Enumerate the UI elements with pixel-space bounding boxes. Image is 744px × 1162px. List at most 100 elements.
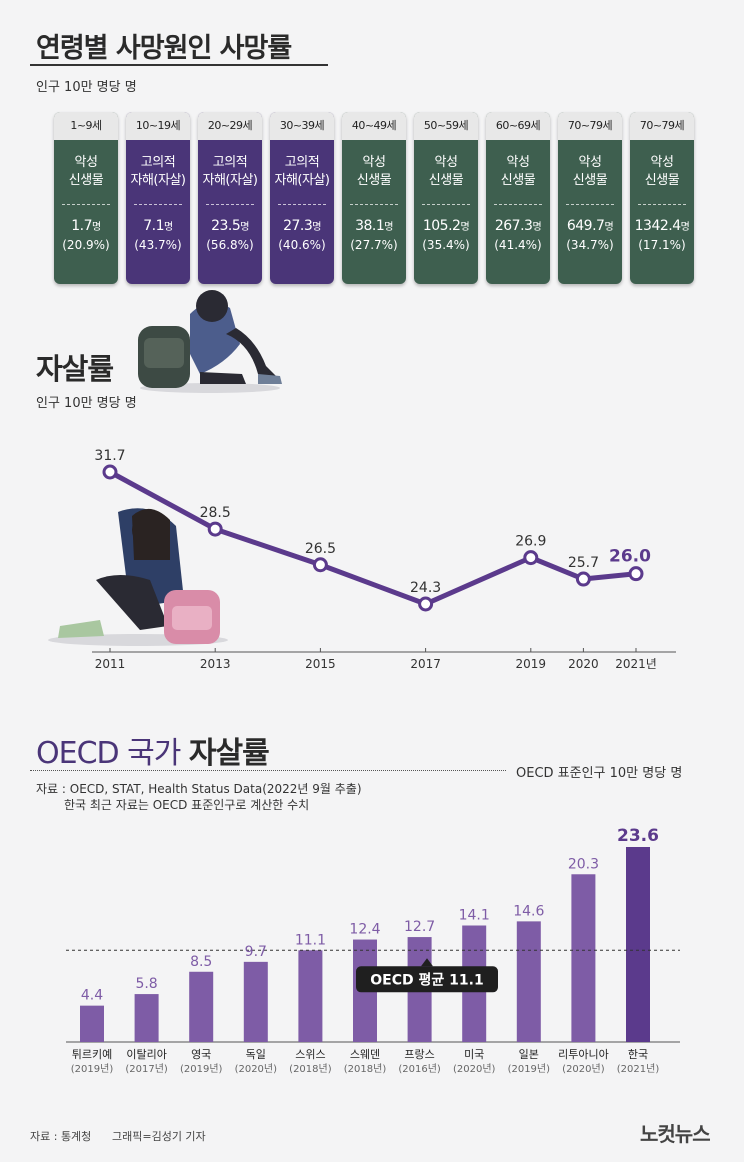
bar [189, 971, 214, 1042]
bar-year-label: (2019년) [180, 1063, 223, 1075]
card-value: 1342.4명 [630, 205, 694, 237]
line-value-label: 26.5 [305, 541, 336, 557]
bar-year-label: (2017년) [125, 1063, 168, 1075]
bar-category-label: 영국 [191, 1048, 211, 1061]
card-divider [350, 204, 398, 205]
card-age-group: 40~49세 [342, 112, 406, 140]
card-cause-line1: 고의적 [212, 155, 248, 170]
card-percentage: (43.7%) [134, 238, 182, 252]
cause-card: 50~59세 악성 신생물 105.2명 (35.4%) [414, 112, 478, 284]
line-data-point [628, 566, 644, 582]
bar-year-label: (2016년) [398, 1063, 441, 1075]
distressed-student-illustration [48, 508, 228, 646]
section3-dotted-leader [30, 770, 506, 771]
bar-value-label: 14.6 [513, 903, 544, 919]
sitting-person-illustration [138, 290, 282, 393]
card-value: 27.3명 [270, 205, 334, 237]
bar-year-label: (2019년) [508, 1063, 551, 1075]
card-value-unit: 명 [532, 222, 542, 233]
bar-value-label: 11.1 [295, 932, 326, 948]
card-value-unit: 명 [312, 222, 321, 233]
bar-category-label: 스웨덴 [350, 1048, 380, 1061]
line-data-point [102, 464, 118, 480]
cause-card: 20~29세 고의적 자해(자살) 23.5명 (56.8%) [198, 112, 262, 284]
card-cause-line2: 자해(자살) [202, 173, 258, 188]
section2-subtitle: 인구 10만 명당 명 [36, 396, 137, 411]
card-cause-line1: 악성 [650, 155, 674, 170]
card-cause: 고의적 자해(자살) [270, 140, 334, 204]
card-value: 1.7명 [54, 205, 118, 237]
card-cause-line2: 신생물 [500, 173, 536, 188]
suicide-rate-line-chart: 2011 2013 2015 2017 2019 2020 2021년 31.7 28.5 26… [48, 448, 676, 671]
card-divider [134, 204, 182, 205]
bar-category-label: 튀르키예 [72, 1048, 112, 1061]
bar-value-label: 23.6 [617, 826, 659, 846]
section3-title-regular: OECD 국가 [36, 736, 189, 771]
card-cause-line1: 악성 [506, 155, 530, 170]
card-value: 38.1명 [342, 205, 406, 237]
section3-title-bold: 자살률 [188, 736, 270, 771]
card-value-number: 105.2 [422, 218, 461, 234]
card-age-group: 1~9세 [54, 112, 118, 140]
cause-card: 60~69세 악성 신생물 267.3명 (41.4%) [486, 112, 550, 284]
cause-card: 70~79세 악성 신생물 649.7명 (34.7%) [558, 112, 622, 284]
card-cause-line1: 악성 [578, 155, 602, 170]
bar-year-label: (2020년) [235, 1063, 278, 1075]
bar-value-label: 9.7 [245, 944, 267, 960]
card-cause-line2: 자해(자살) [130, 173, 186, 188]
card-value-number: 649.7 [566, 218, 605, 234]
line-value-label: 25.7 [568, 555, 599, 571]
line-value-label: 26.0 [609, 547, 651, 567]
bar-category-label: 독일 [246, 1047, 266, 1061]
x-axis-tick-label: 2019 [516, 657, 547, 671]
cause-card: 40~49세 악성 신생물 38.1명 (27.7%) [342, 112, 406, 284]
card-cause-line2: 신생물 [68, 173, 104, 188]
bar-year-label: (2020년) [453, 1063, 496, 1075]
card-value-unit: 명 [92, 222, 101, 233]
cause-card: 1~9세 악성 신생물 1.7명 (20.9%) [54, 112, 118, 284]
cause-card: 10~19세 고의적 자해(자살) 7.1명 (43.7%) [126, 112, 190, 284]
card-percentage: (17.1%) [638, 238, 686, 252]
section2-title: 자살률 [36, 352, 114, 386]
cause-card: 70~79세 악성 신생물 1342.4명 (17.1%) [630, 112, 694, 284]
card-value-unit: 명 [460, 222, 470, 233]
nocut-news-logo: 노컷뉴스 [640, 1122, 711, 1146]
card-cause-line1: 악성 [434, 155, 458, 170]
card-value: 23.5명 [198, 205, 262, 237]
section3-subtitle: OECD 표준인구 10만 명당 명 [516, 766, 683, 781]
x-axis-tick-label: 2020 [568, 657, 599, 671]
line-value-label: 28.5 [200, 505, 231, 521]
card-cause-line1: 악성 [362, 155, 386, 170]
card-cause-line1: 악성 [74, 155, 98, 170]
card-value-number: 23.5 [211, 218, 241, 234]
cause-card: 30~39세 고의적 자해(자살) 27.3명 (40.6%) [270, 112, 334, 284]
bar-value-label: 14.1 [459, 907, 490, 923]
card-percentage: (56.8%) [206, 238, 254, 252]
section1-subtitle: 인구 10만 명당 명 [36, 80, 137, 95]
card-value: 649.7명 [558, 205, 622, 237]
bar-year-label: (2020년) [562, 1063, 605, 1075]
line-value-label: 26.9 [515, 534, 546, 550]
card-age-group: 20~29세 [198, 112, 262, 140]
x-axis-tick-label: 2011 [95, 657, 126, 671]
card-divider [422, 204, 470, 205]
card-divider [638, 204, 686, 205]
bar-value-label: 4.4 [81, 988, 103, 1004]
line-value-label: 24.3 [410, 580, 441, 596]
card-age-group: 30~39세 [270, 112, 334, 140]
card-divider [494, 204, 542, 205]
card-cause-line2: 신생물 [644, 173, 680, 188]
card-percentage: (27.7%) [350, 238, 398, 252]
bar [298, 950, 323, 1042]
card-age-group: 50~59세 [414, 112, 478, 140]
bar-value-label: 20.3 [568, 856, 599, 872]
bar [516, 921, 541, 1042]
bar-year-label: (2021년) [617, 1063, 660, 1075]
bar-value-label: 8.5 [190, 954, 212, 970]
bar-category-label: 이탈리아 [126, 1048, 166, 1061]
bar [134, 994, 159, 1042]
bar-category-label: 일본 [519, 1047, 539, 1061]
